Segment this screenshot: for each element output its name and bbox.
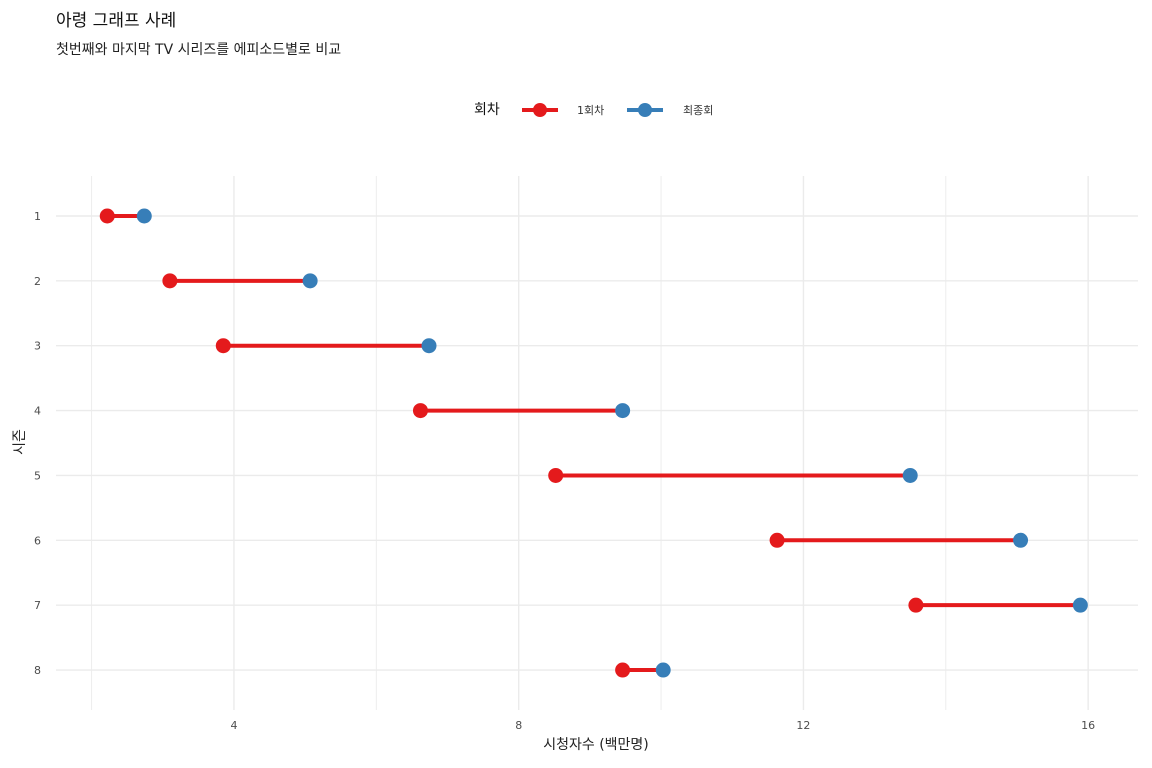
first-episode-point	[412, 403, 428, 419]
legend-key-dot-final	[638, 103, 652, 117]
x-tick-label: 4	[230, 719, 237, 732]
chart-title: 아령 그래프 사례	[56, 11, 176, 31]
final-episode-point	[136, 208, 152, 224]
y-tick-label: 1	[34, 210, 41, 223]
first-episode-point	[615, 662, 631, 678]
y-tick-label: 6	[34, 534, 41, 547]
x-axis-title: 시청자수 (백만명)	[543, 737, 649, 753]
first-episode-point	[908, 597, 924, 613]
final-episode-point	[1072, 597, 1088, 613]
final-episode-point	[615, 403, 631, 419]
final-episode-point	[421, 338, 437, 354]
y-tick-label: 3	[34, 340, 41, 353]
y-tick-label: 4	[34, 405, 41, 418]
final-episode-point	[655, 662, 671, 678]
legend-title: 회차	[474, 102, 500, 118]
final-episode-point	[902, 467, 918, 483]
y-tick-label: 8	[34, 664, 41, 677]
first-episode-point	[99, 208, 115, 224]
y-tick-label: 2	[34, 275, 41, 288]
legend-item-final: 최종회	[627, 103, 713, 117]
first-episode-point	[162, 273, 178, 289]
final-episode-point	[1013, 532, 1029, 548]
legend-key-dot-first	[533, 103, 547, 117]
first-episode-point	[215, 338, 231, 354]
x-tick-label: 16	[1081, 719, 1095, 732]
x-tick-label: 8	[515, 719, 522, 732]
final-episode-point	[302, 273, 318, 289]
y-axis-title: 시즌	[12, 429, 28, 455]
legend-label-first: 1회차	[577, 104, 604, 117]
first-episode-point	[769, 532, 785, 548]
y-tick-label: 5	[34, 469, 41, 482]
x-tick-label: 12	[796, 719, 810, 732]
first-episode-point	[548, 467, 564, 483]
legend-label-final: 최종회	[683, 104, 713, 117]
chart-subtitle: 첫번째와 마지막 TV 시리즈를 에피소드별로 비교	[56, 42, 341, 58]
legend: 회차 1회차 최종회	[474, 102, 713, 118]
y-tick-label: 7	[34, 599, 41, 612]
legend-item-first: 1회차	[522, 103, 604, 117]
